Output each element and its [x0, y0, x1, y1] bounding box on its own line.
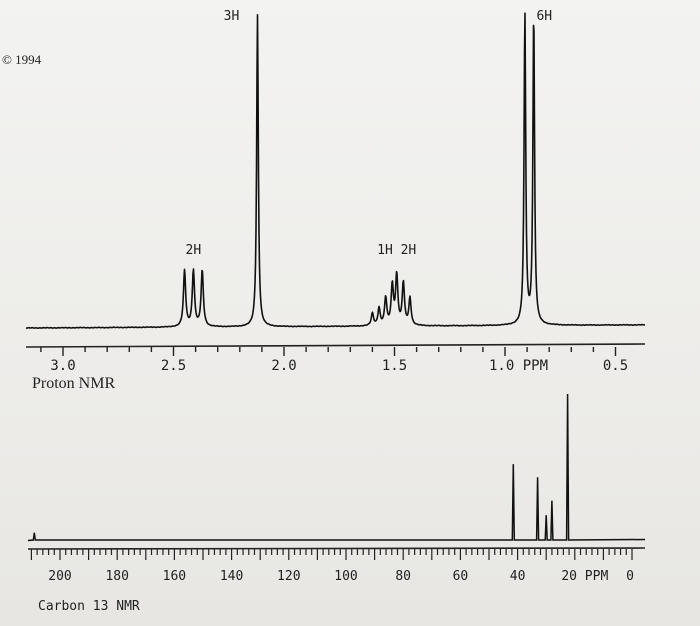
proton-peak-label: 3H — [224, 9, 240, 24]
carbon-tick-label: 200 — [48, 569, 71, 584]
proton-nmr-chart: 3.0 2.5 2.0 1.5 1.0 PPM 0.5 2H 3H 1H 2H 6H Proto… — [25, 9, 646, 392]
carbon-tick-label: 40 — [510, 569, 526, 584]
carbon-tick-label: 160 — [163, 569, 186, 584]
proton-spectrum-trace — [25, 12, 646, 329]
carbon-tick-label: 60 — [453, 569, 469, 584]
carbon-tick-label: 20 PPM — [561, 569, 608, 584]
proton-tick-label: 2.5 — [161, 358, 186, 374]
carbon-tick-label: 0 — [626, 569, 634, 584]
proton-peak-label: 2H — [186, 243, 202, 258]
proton-tick-label: 0.5 — [603, 358, 628, 374]
proton-tick-labels: 3.0 2.5 2.0 1.5 1.0 PPM 0.5 — [50, 358, 628, 374]
proton-peak-label: 6H — [536, 9, 552, 24]
carbon-ticks — [30, 549, 633, 560]
carbon-tick-label: 140 — [220, 569, 243, 584]
carbon-tick-label: 120 — [277, 569, 300, 584]
proton-tick-label: 3.0 — [50, 358, 75, 374]
carbon-tick-label: 100 — [334, 569, 357, 584]
carbon13-nmr-chart: 200 180 160 140 120 100 80 60 40 20 PPM 0 Carbon 1… — [27, 393, 646, 614]
proton-peak-labels: 2H 3H 1H 2H 6H — [186, 9, 553, 258]
proton-tick-label: 2.0 — [271, 358, 296, 374]
carbon-tick-labels: 200 180 160 140 120 100 80 60 40 20 PPM 0 — [48, 569, 634, 584]
proton-peak-label: 1H 2H — [377, 243, 416, 258]
proton-ticks — [40, 347, 617, 356]
carbon-spectrum-trace — [27, 393, 646, 542]
carbon-tick-label: 180 — [105, 569, 128, 584]
carbon-x-axis — [27, 547, 646, 550]
carbon-nmr-caption: Carbon 13 NMR — [38, 599, 140, 614]
carbon-tick-label: 80 — [395, 569, 411, 584]
proton-nmr-caption: Proton NMR — [32, 375, 115, 392]
proton-tick-label: 1.5 — [382, 358, 407, 374]
proton-tick-label: 1.0 PPM — [489, 358, 548, 374]
proton-x-axis — [25, 343, 646, 348]
copyright-notice: © 1994 — [2, 52, 42, 67]
